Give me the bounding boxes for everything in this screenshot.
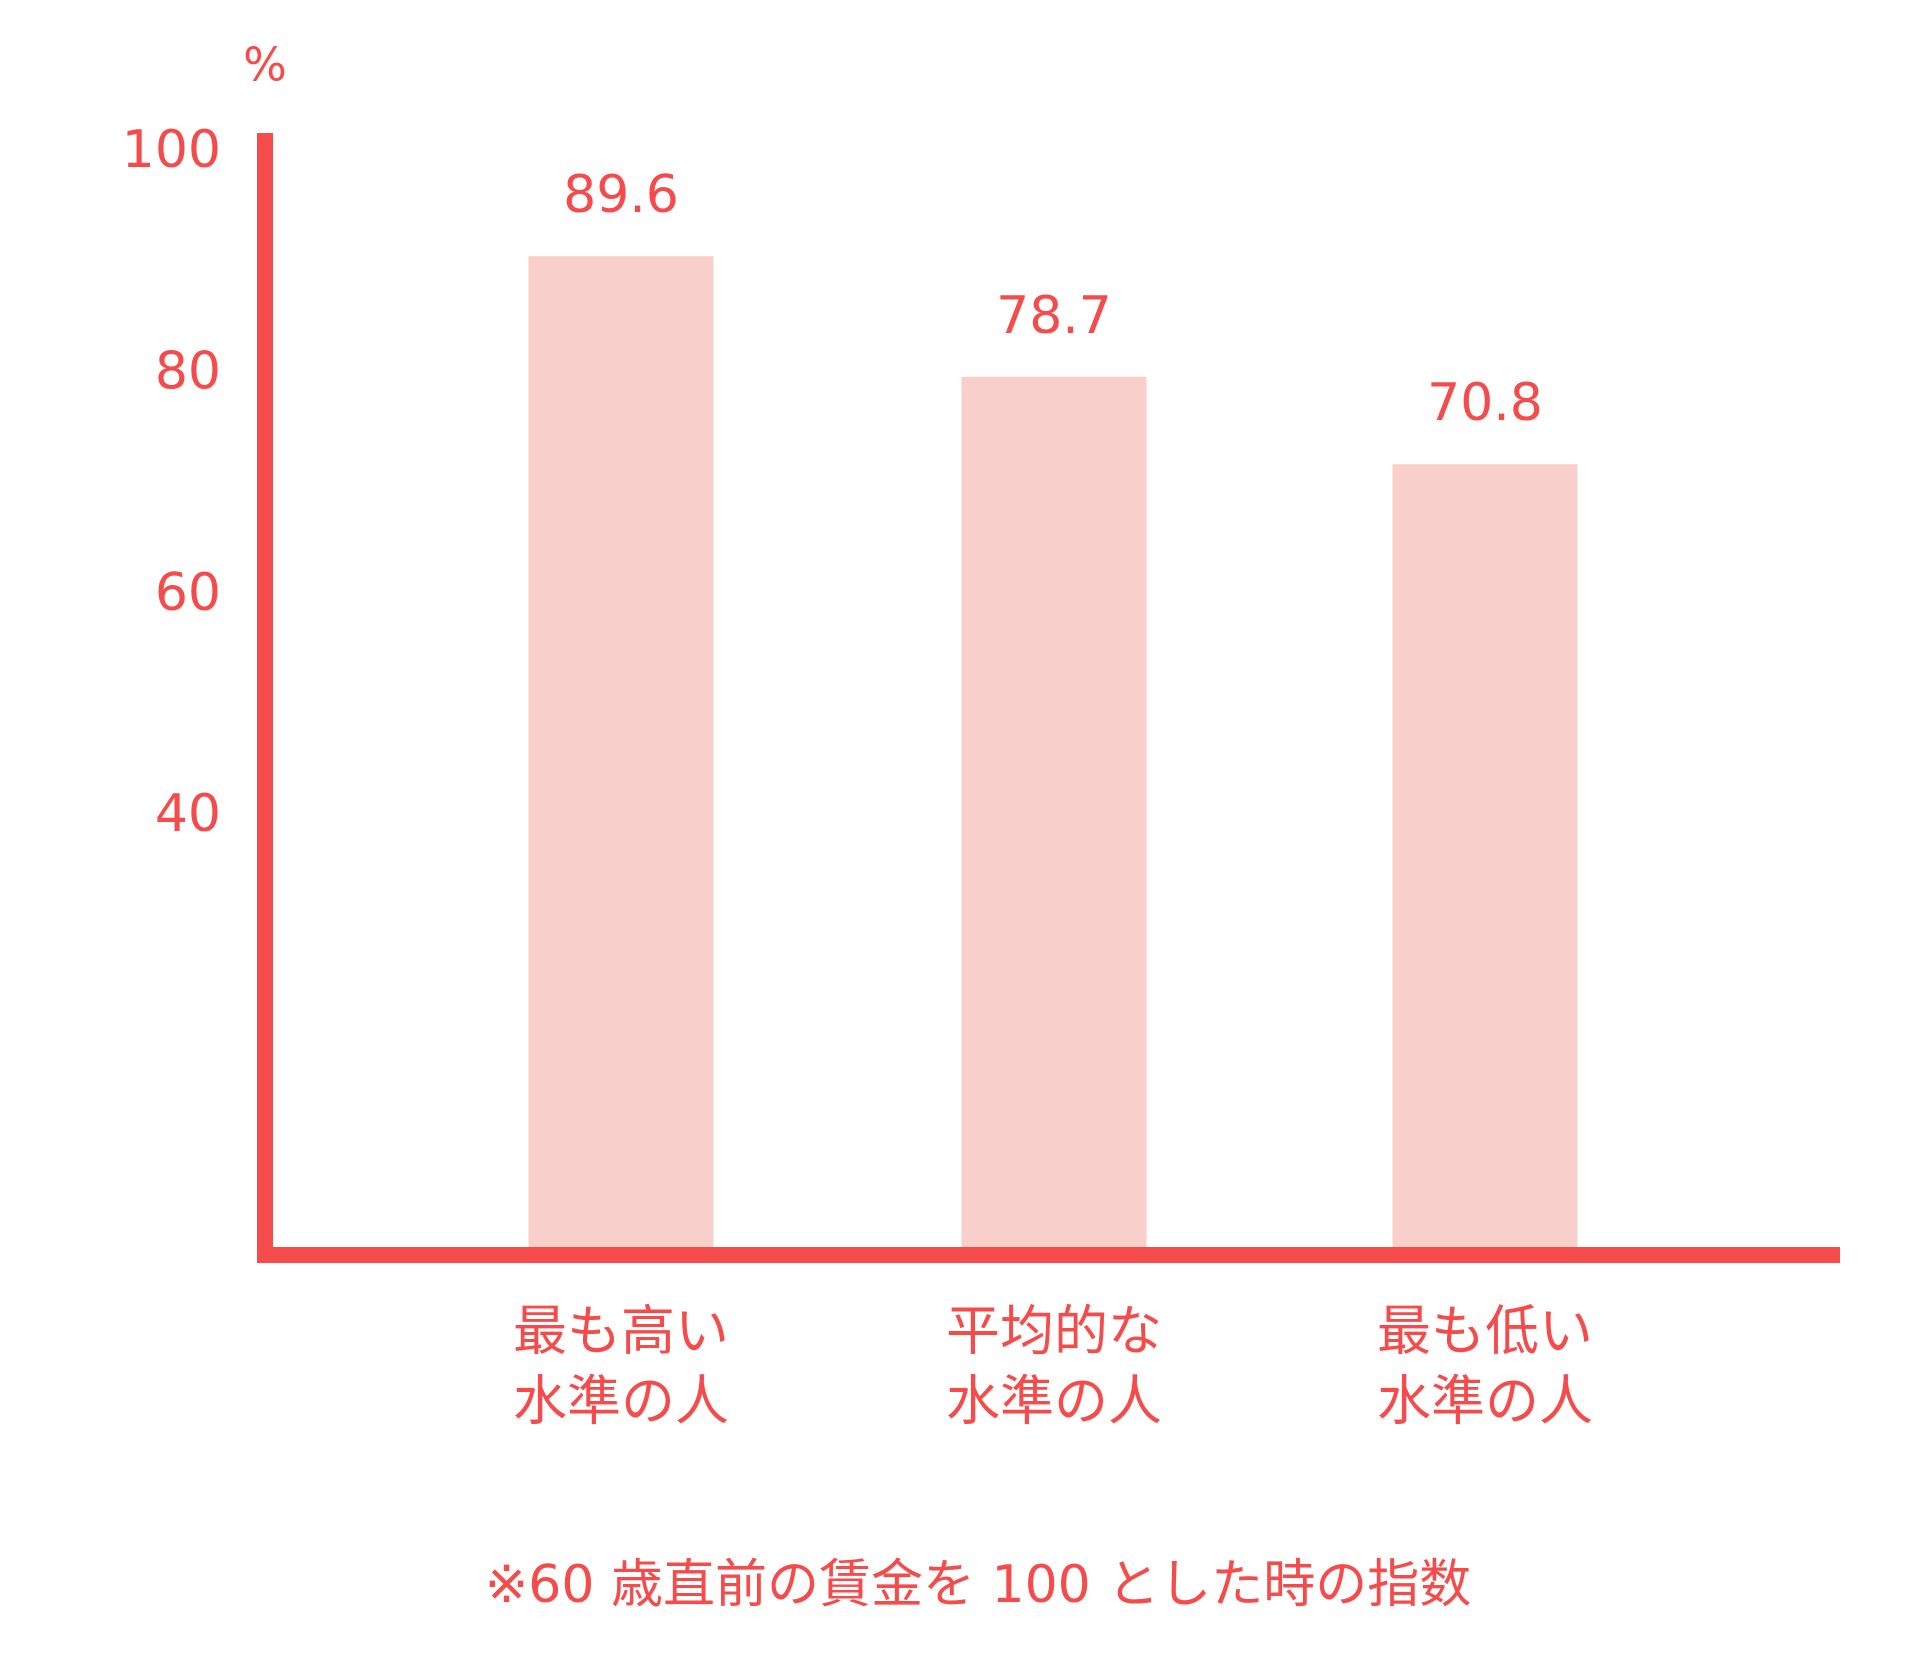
- x-tick-label: 水準の人: [946, 1370, 1162, 1433]
- bar: [961, 376, 1147, 1248]
- y-tick-label: 100: [122, 120, 221, 180]
- x-tick-label: 最も低い: [1377, 1300, 1593, 1363]
- data-label: 70.8: [1427, 373, 1543, 433]
- x-tick-label: 最も高い: [513, 1300, 729, 1363]
- y-tick-label: 40: [155, 784, 221, 844]
- y-tick-label: 60: [155, 563, 221, 623]
- bar: [528, 256, 714, 1248]
- x-tick-label: 平均的な: [946, 1300, 1162, 1363]
- y-tick-label: 80: [155, 341, 221, 401]
- footnote: ※60 歳直前の賃金を 100 とした時の指数: [485, 1555, 1472, 1615]
- data-label: 78.7: [996, 286, 1112, 346]
- x-tick-label: 水準の人: [1377, 1370, 1593, 1433]
- y-axis-label: %: [243, 38, 287, 92]
- x-tick-label: 水準の人: [513, 1370, 729, 1433]
- data-label: 89.6: [563, 165, 679, 225]
- bar: [1392, 464, 1578, 1248]
